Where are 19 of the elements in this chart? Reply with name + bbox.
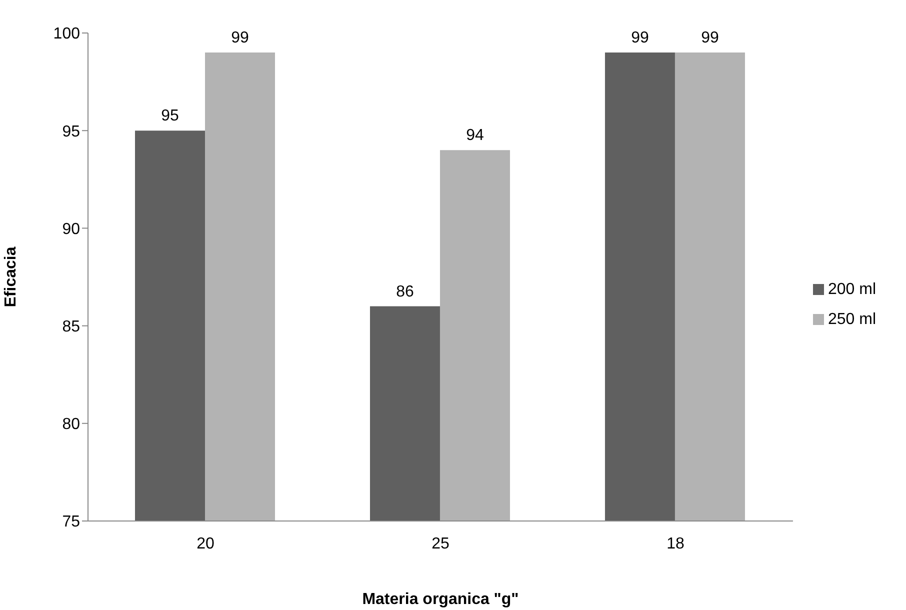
- data-label: 99: [701, 30, 719, 47]
- data-label: 99: [231, 30, 249, 47]
- y-tick-label: 90: [62, 220, 80, 238]
- y-tick-label: 80: [62, 416, 80, 434]
- x-axis-title: Materia organica "g": [362, 591, 519, 608]
- y-tick-label: 75: [62, 514, 80, 531]
- data-label: 95: [161, 108, 179, 125]
- data-label: 99: [631, 30, 649, 47]
- legend-label: 250 ml: [828, 311, 876, 328]
- y-tick-label: 95: [62, 123, 80, 140]
- data-label: 94: [466, 127, 484, 144]
- y-tick-label: 85: [62, 318, 80, 336]
- y-axis-title: Eficacia: [2, 246, 20, 308]
- legend-label: 200 ml: [828, 281, 876, 298]
- x-tick-label: 18: [666, 535, 684, 552]
- x-tick-label: 20: [196, 535, 214, 552]
- data-label: 86: [396, 283, 414, 300]
- x-tick-label: 25: [432, 535, 450, 552]
- y-tick-label: 100: [53, 26, 80, 43]
